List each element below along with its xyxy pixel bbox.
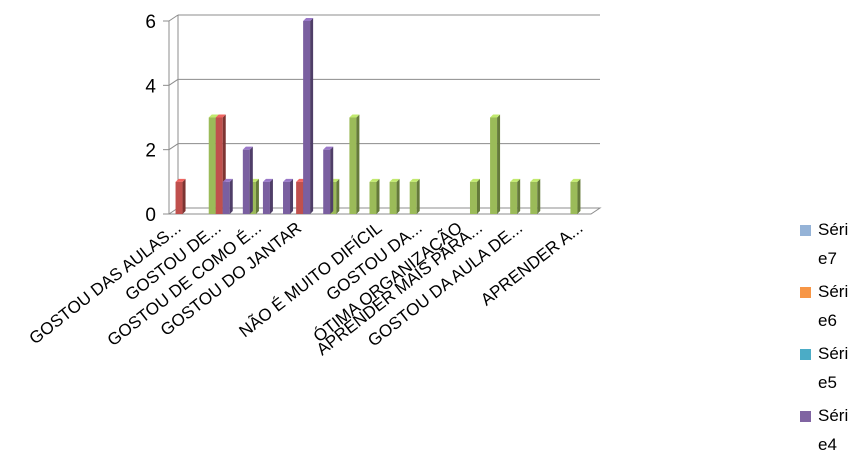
legend-label-line2: e6	[818, 311, 837, 330]
legend-label-line2: e4	[818, 435, 837, 454]
bar-Série1-9	[349, 114, 360, 214]
bar-Série1-15	[469, 178, 480, 214]
bar-Série1-11	[389, 178, 400, 214]
gridline-side	[168, 78, 179, 86]
legend-label-line1: Séri	[818, 344, 849, 363]
y-tick-label: 4	[145, 76, 156, 97]
category-label: APRENDER A...	[477, 218, 586, 309]
legend-swatch	[800, 349, 811, 360]
gridline-side	[168, 143, 179, 151]
legend-item: Séri e5	[800, 340, 861, 402]
bar-Série1-10	[369, 178, 380, 214]
legend-label-line1: Séri	[818, 220, 849, 239]
bar-Série3-2	[222, 178, 233, 214]
legend-label-line2: e7	[818, 249, 837, 268]
legend-item: Séri e4	[800, 402, 861, 464]
legend-label-line1: Séri	[818, 282, 849, 301]
chart-floor	[167, 207, 602, 215]
bar-Série3-4	[262, 178, 273, 214]
legend-swatch	[800, 225, 811, 236]
gridline-side	[168, 14, 179, 22]
bar-Série3-7	[323, 146, 334, 214]
bar-Série1-16	[490, 114, 501, 214]
bar-Série1-17	[510, 178, 521, 214]
legend-item: Séri e6	[800, 278, 861, 340]
legend-item: Séri e7	[800, 216, 861, 278]
legend-label-line1: Séri	[818, 406, 849, 425]
bar-Série1-20	[570, 178, 581, 214]
bar-Série2-0	[175, 178, 186, 214]
legend-label-line2: e5	[818, 373, 837, 392]
legend-swatch	[800, 287, 811, 298]
bar-Série1-12	[409, 178, 420, 214]
bar-Série3-5	[283, 178, 294, 214]
y-tick-label: 6	[145, 12, 156, 33]
bar-Série3-6	[303, 18, 314, 214]
y-tick-label: 2	[145, 141, 156, 162]
legend: Séri e7 Séri e6 Séri e5 Séri e4	[800, 216, 861, 464]
bar-Série3-3	[242, 146, 253, 214]
y-tick-label: 0	[145, 205, 156, 226]
legend-swatch	[800, 411, 811, 422]
bar-Série1-18	[530, 178, 541, 214]
